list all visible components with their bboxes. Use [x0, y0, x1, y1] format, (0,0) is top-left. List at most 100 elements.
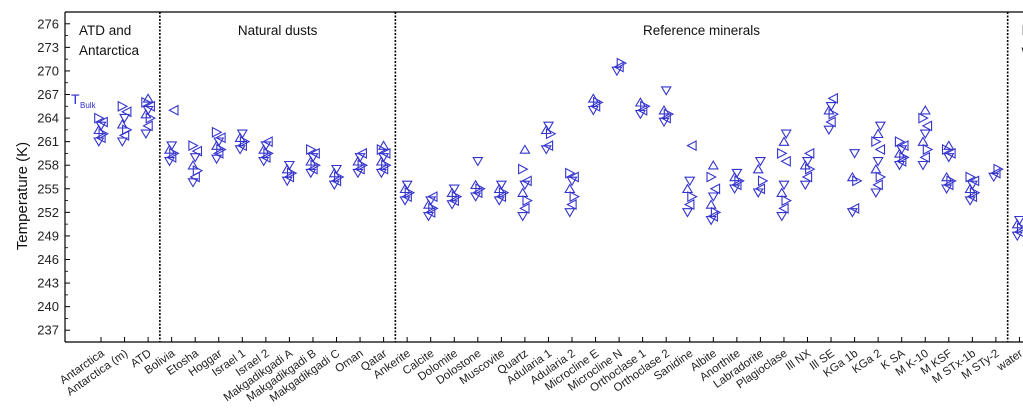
y-tick-label: 255 — [37, 181, 59, 196]
data-point — [848, 202, 860, 214]
data-point — [754, 183, 766, 195]
data-point — [517, 187, 529, 197]
data-point — [872, 179, 883, 191]
group-label: Pure — [1022, 23, 1023, 38]
y-tick-label: 246 — [37, 252, 59, 267]
data-point — [660, 112, 671, 124]
data-point — [849, 149, 861, 159]
data-point — [616, 57, 628, 69]
data-point — [569, 191, 580, 203]
t-bulk-annotation: T Bulk — [71, 91, 97, 110]
data-point — [945, 147, 956, 159]
data-point — [776, 187, 788, 197]
data-point — [378, 153, 390, 163]
data-point — [472, 187, 483, 199]
data-point — [871, 136, 882, 148]
data-point — [306, 143, 317, 156]
data-point — [309, 147, 320, 159]
data-point — [141, 96, 152, 108]
data-point — [993, 163, 1004, 175]
data-point — [1013, 227, 1023, 237]
data-point — [213, 137, 225, 147]
data-point — [260, 151, 271, 163]
data-point — [965, 171, 976, 183]
data-point — [825, 102, 837, 112]
data-point — [144, 100, 155, 112]
y-tick-label: 237 — [37, 323, 59, 338]
data-point — [564, 183, 576, 194]
data-point — [95, 121, 107, 132]
data-point — [709, 183, 721, 195]
y-tick-label: 273 — [37, 40, 59, 55]
data-point — [213, 147, 224, 159]
data-point — [166, 141, 178, 151]
data-point — [752, 188, 764, 198]
data-point — [116, 137, 128, 147]
data-point — [519, 144, 531, 154]
data-point — [283, 171, 295, 183]
data-point — [260, 141, 272, 151]
data-point — [354, 163, 365, 175]
data-point — [401, 191, 412, 203]
data-point — [236, 129, 248, 139]
data-point — [803, 147, 815, 159]
data-point — [613, 61, 624, 73]
data-point — [777, 147, 788, 159]
y-axis: 237 240 243 246 249 252 255 258 261 264 267 270 273 2… — [37, 11, 1023, 342]
data-point — [187, 160, 199, 170]
data-point — [97, 116, 108, 128]
data-point — [262, 136, 273, 148]
data-point — [658, 105, 670, 115]
data-point — [565, 167, 576, 179]
data-point — [968, 175, 980, 187]
data-point — [710, 206, 722, 218]
data-point — [378, 140, 390, 150]
data-point — [943, 153, 955, 163]
data-point — [540, 145, 552, 155]
data-point — [917, 136, 929, 146]
data-point — [470, 179, 482, 190]
data-point — [754, 157, 766, 167]
y-tick-label: 261 — [37, 134, 59, 149]
data-point — [941, 171, 953, 182]
data-point — [872, 128, 884, 139]
data-point — [874, 143, 886, 156]
y-tick-label: 276 — [37, 16, 59, 31]
data-point — [778, 202, 789, 214]
y-tick-label: 252 — [37, 205, 59, 220]
data-point — [780, 129, 792, 139]
data-point — [542, 140, 554, 152]
data-point — [568, 171, 579, 183]
data-point — [919, 129, 931, 139]
data-point — [517, 212, 529, 222]
data-point — [521, 175, 532, 187]
data-point — [121, 106, 132, 118]
y-tick-label: 243 — [37, 276, 59, 291]
data-point — [354, 153, 366, 163]
data-point — [707, 192, 719, 202]
data-point — [941, 143, 953, 156]
t-bulk-label: T — [71, 91, 80, 107]
data-point — [495, 191, 507, 203]
data-point — [683, 198, 695, 211]
data-point — [894, 136, 906, 148]
data-point — [448, 195, 459, 207]
data-point — [188, 140, 199, 152]
data-point — [119, 113, 131, 124]
data-point — [707, 160, 719, 170]
data-point — [778, 180, 790, 191]
data-point — [376, 143, 388, 156]
group-label: Natural dusts — [238, 23, 318, 38]
data-point — [307, 153, 319, 163]
data-point — [330, 175, 342, 187]
data-point — [564, 208, 576, 218]
data-point — [94, 112, 105, 124]
data-point — [165, 151, 177, 163]
data-point — [846, 208, 858, 218]
group-separators: ATD and Antarctica Natural dusts Reference … — [79, 12, 1023, 342]
data-point — [519, 202, 530, 214]
data-point — [823, 125, 835, 136]
data-point — [427, 191, 438, 203]
data-point — [566, 176, 578, 187]
